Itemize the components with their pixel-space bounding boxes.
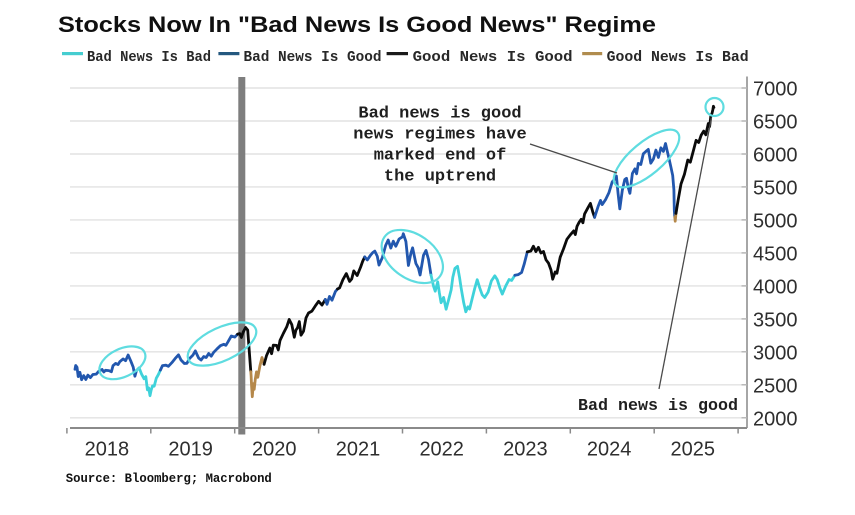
svg-text:2023: 2023 bbox=[503, 439, 548, 461]
svg-text:5000: 5000 bbox=[753, 211, 798, 233]
svg-text:Good News Is Bad: Good News Is Bad bbox=[607, 50, 749, 66]
svg-text:2022: 2022 bbox=[419, 439, 464, 461]
svg-text:Stocks Now In "Bad News Is Goo: Stocks Now In "Bad News Is Good News" Re… bbox=[58, 12, 656, 37]
svg-text:5500: 5500 bbox=[753, 178, 798, 200]
svg-text:2024: 2024 bbox=[587, 439, 632, 461]
svg-text:4500: 4500 bbox=[753, 244, 798, 266]
svg-text:the uptrend: the uptrend bbox=[384, 168, 496, 187]
svg-text:Bad News Is Good: Bad News Is Good bbox=[244, 50, 382, 66]
svg-text:Bad news is good: Bad news is good bbox=[358, 105, 521, 124]
svg-text:2020: 2020 bbox=[252, 439, 297, 461]
svg-text:2000: 2000 bbox=[753, 409, 798, 431]
svg-text:marked end of: marked end of bbox=[374, 147, 507, 166]
svg-text:Source: Bloomberg; Macrobond: Source: Bloomberg; Macrobond bbox=[66, 472, 272, 486]
svg-text:2500: 2500 bbox=[753, 376, 798, 398]
svg-text:Bad news is good: Bad news is good bbox=[578, 397, 738, 416]
svg-text:2019: 2019 bbox=[168, 439, 213, 461]
svg-text:2021: 2021 bbox=[336, 439, 381, 461]
svg-text:4000: 4000 bbox=[753, 277, 798, 299]
svg-text:news regimes have: news regimes have bbox=[353, 126, 526, 145]
svg-text:2018: 2018 bbox=[85, 439, 130, 461]
svg-text:3000: 3000 bbox=[753, 343, 798, 365]
svg-text:2025: 2025 bbox=[671, 439, 716, 461]
svg-text:7000: 7000 bbox=[753, 79, 798, 101]
svg-text:Good News Is Good: Good News Is Good bbox=[413, 50, 573, 66]
svg-text:Bad News Is Bad: Bad News Is Bad bbox=[87, 50, 211, 66]
svg-text:3500: 3500 bbox=[753, 310, 798, 332]
svg-text:6000: 6000 bbox=[753, 145, 798, 167]
svg-text:6500: 6500 bbox=[753, 112, 798, 134]
